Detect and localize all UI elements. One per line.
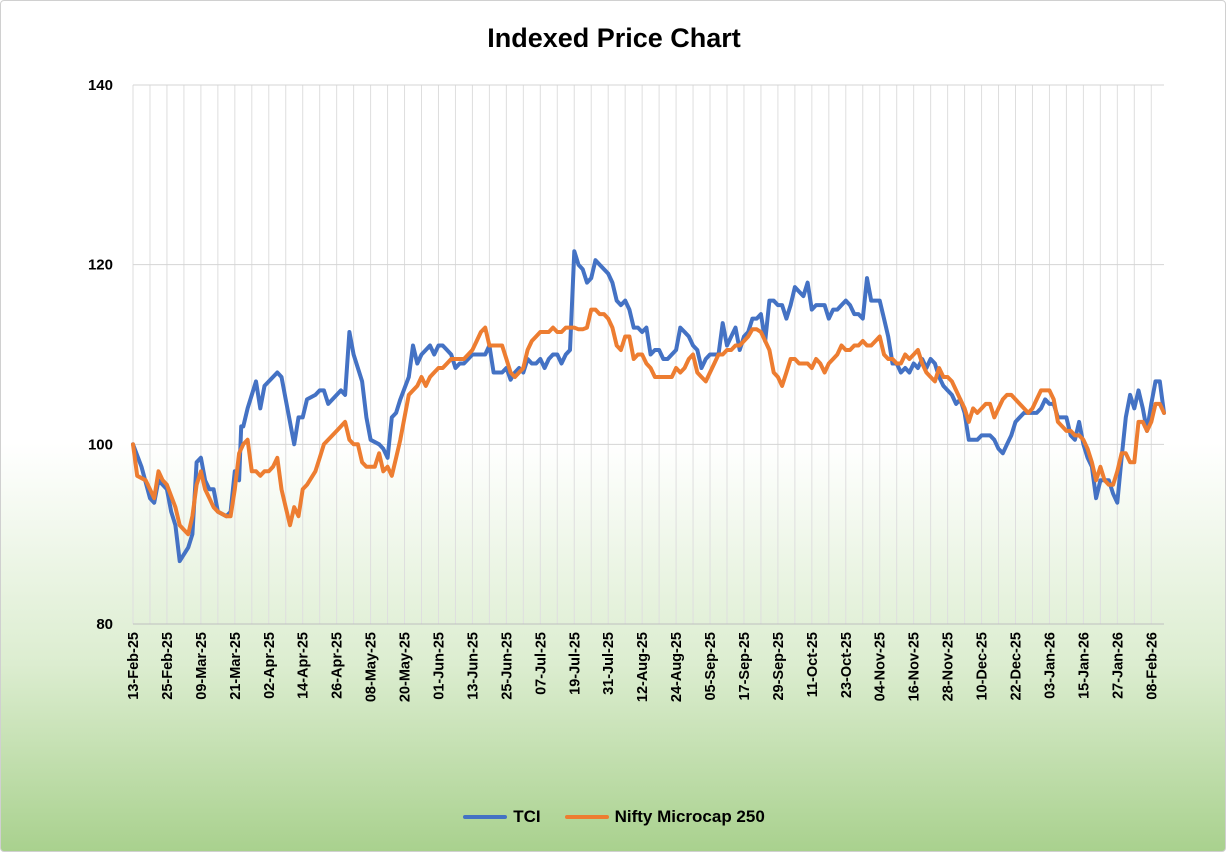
x-tick-label: 01-Jun-25 <box>431 632 447 700</box>
chart-plot: 80 100 120 140 13-Feb-25 25-Feb-25 09-Mar-25 21… <box>88 77 1166 702</box>
x-tick-label: 21-Mar-25 <box>228 632 244 700</box>
x-tick-label: 28-Nov-25 <box>941 632 957 701</box>
x-tick-label: 09-Mar-25 <box>194 632 210 700</box>
y-tick-label: 100 <box>88 436 113 453</box>
x-tick-label: 03-Jan-26 <box>1042 632 1058 699</box>
legend-item-tci: TCI <box>463 807 541 827</box>
legend-item-nifty: Nifty Microcap 250 <box>564 807 765 827</box>
x-tick-label: 20-May-25 <box>398 632 414 702</box>
x-tick-label: 04-Nov-25 <box>873 632 889 701</box>
x-tick-label: 27-Jan-26 <box>1110 632 1126 699</box>
x-tick-label: 15-Jan-26 <box>1076 632 1092 699</box>
chart-legend: TCI Nifty Microcap 250 <box>1 807 1225 827</box>
x-tick-label: 17-Sep-25 <box>737 632 753 701</box>
y-tick-label: 120 <box>88 257 113 274</box>
x-tick-label: 05-Sep-25 <box>703 632 719 701</box>
legend-swatch-nifty <box>564 815 609 819</box>
x-tick-label: 24-Aug-25 <box>669 632 685 702</box>
y-tick-label: 140 <box>88 77 113 94</box>
x-tick-label: 07-Jul-25 <box>533 632 549 695</box>
legend-swatch-tci <box>463 815 508 819</box>
x-tick-label: 08-Feb-26 <box>1144 632 1160 700</box>
x-tick-label: 13-Jun-25 <box>465 632 481 700</box>
x-tick-label: 26-Apr-25 <box>330 632 346 699</box>
x-tick-label: 13-Feb-25 <box>126 632 142 700</box>
x-tick-label: 11-Oct-25 <box>805 632 821 697</box>
x-tick-label: 31-Jul-25 <box>601 632 617 695</box>
x-tick-label: 12-Aug-25 <box>635 632 651 702</box>
x-tick-label: 08-May-25 <box>364 632 380 702</box>
x-tick-label: 14-Apr-25 <box>296 632 312 699</box>
series-line-tci <box>131 249 1166 564</box>
legend-label-nifty: Nifty Microcap 250 <box>614 807 765 826</box>
series-line-nifty-microcap-250 <box>131 307 1166 537</box>
x-tick-label: 25-Feb-25 <box>160 632 176 700</box>
x-tick-label: 19-Jul-25 <box>567 632 583 695</box>
chart-title: Indexed Price Chart <box>487 23 741 53</box>
x-tick-label: 25-Jun-25 <box>499 632 515 700</box>
x-tick-label: 02-Apr-25 <box>262 632 278 699</box>
y-tick-label: 80 <box>96 616 113 633</box>
x-tick-label: 29-Sep-25 <box>771 632 787 701</box>
x-tick-label: 16-Nov-25 <box>907 632 923 701</box>
x-tick-label: 10-Dec-25 <box>975 632 991 701</box>
x-tick-label: 22-Dec-25 <box>1009 632 1025 701</box>
legend-label-tci: TCI <box>513 807 541 826</box>
x-tick-label: 23-Oct-25 <box>839 632 855 698</box>
